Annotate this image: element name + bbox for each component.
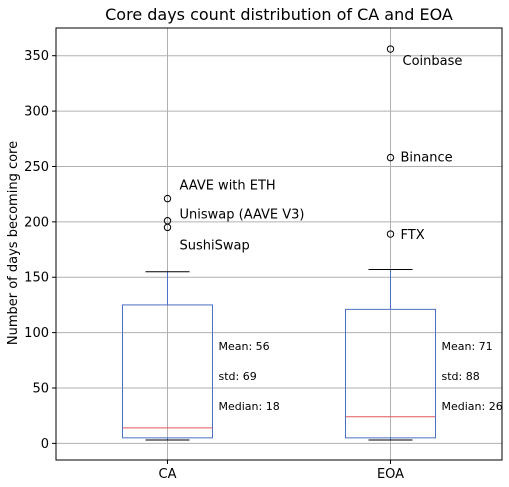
- outlier-label: Binance: [401, 151, 453, 166]
- y-tick-label: 100: [24, 326, 49, 341]
- y-tick-label: 300: [24, 105, 49, 120]
- chart-title: Core days count distribution of CA and E…: [105, 5, 453, 24]
- y-axis-label: Number of days becoming core: [6, 141, 21, 345]
- y-tick-label: 250: [24, 160, 49, 175]
- outlier-label: AAVE with ETH: [180, 179, 276, 194]
- outlier-point: [386, 230, 395, 238]
- outlier-point: [386, 45, 395, 53]
- outlier-label: Uniswap (AAVE V3): [180, 208, 305, 223]
- std-label: std: 69: [219, 370, 257, 383]
- grid-lines: [56, 28, 502, 460]
- y-tick-label: 0: [41, 437, 49, 452]
- outlier-point: [386, 153, 395, 162]
- y-tick-label: 150: [24, 271, 49, 286]
- outlier-label: FTX: [401, 228, 425, 243]
- plot-frame: [55, 27, 503, 461]
- x-tick-label: CA: [159, 467, 177, 482]
- iqr-box: [345, 308, 436, 439]
- axis-ticks: 0 50 100 150 200 250 300 350 CA EOA: [24, 49, 404, 482]
- y-tick-label: 350: [24, 49, 49, 64]
- outlier-point: [163, 223, 172, 232]
- y-tick-label: 50: [32, 382, 49, 397]
- std-label: std: 88: [442, 370, 480, 383]
- outlier-label: Coinbase: [403, 54, 463, 69]
- iqr-box: [122, 304, 213, 439]
- median-value-label: Median: 18: [219, 400, 280, 413]
- mean-label: Mean: 56: [219, 340, 270, 353]
- box-series: AAVE with ETH Uniswap (AAVE V3) SushiSwap M…: [122, 45, 503, 441]
- y-tick-label: 200: [24, 215, 49, 230]
- box-eoa: Coinbase Binance FTX Mean: 71 std: 88 Median:…: [345, 45, 503, 441]
- mean-label: Mean: 71: [442, 340, 493, 353]
- median-value-label: Median: 26: [442, 400, 503, 413]
- box-ca: AAVE with ETH Uniswap (AAVE V3) SushiSwap M…: [122, 179, 305, 441]
- outlier-point: [163, 194, 172, 203]
- x-tick-label: EOA: [377, 467, 404, 482]
- outlier-label: SushiSwap: [180, 238, 250, 253]
